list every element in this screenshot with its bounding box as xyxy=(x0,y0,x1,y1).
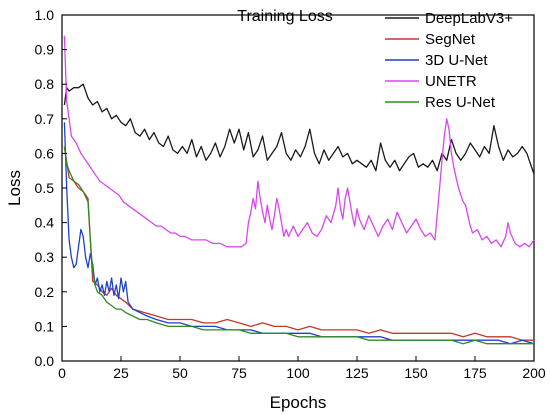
legend: DeepLabV3+ SegNet 3D U-Net UNETR Res U-Net xyxy=(385,10,513,111)
y-tick-label: 0.8 xyxy=(35,76,55,92)
legend-label-res-u-net: Res U-Net xyxy=(425,94,496,111)
x-tick-label: 125 xyxy=(345,365,369,381)
legend-label-unetr: UNETR xyxy=(425,73,477,90)
y-tick-label: 0.6 xyxy=(35,145,55,161)
x-tick-label: 50 xyxy=(172,365,188,381)
y-tick-label: 0.2 xyxy=(35,284,55,300)
chart-title: Training Loss xyxy=(237,8,332,25)
y-tick-label: 0.9 xyxy=(35,42,55,58)
y-tick-label: 0.7 xyxy=(35,111,55,127)
axes-layer: 0 25 50 75 100 125 150 175 200 0.0 0.1 0.2 0.3 0.4 0.5… xyxy=(35,7,546,381)
x-tick-label: 150 xyxy=(404,365,428,381)
series-line-unetr xyxy=(63,35,535,248)
x-axis-title: Epochs xyxy=(270,393,327,412)
series-line-segnet xyxy=(63,146,534,341)
x-tick-label: 200 xyxy=(522,365,546,381)
series-layer xyxy=(63,35,535,345)
y-tick-label: 0.1 xyxy=(35,318,55,334)
legend-label-deeplabv3: DeepLabV3+ xyxy=(425,10,513,27)
series-line-deeplabv3 xyxy=(63,83,535,175)
y-tick-label: 0.0 xyxy=(35,353,55,369)
x-tick-label: 175 xyxy=(463,365,487,381)
y-axis-title: Loss xyxy=(5,170,24,206)
x-tick-label: 25 xyxy=(113,365,129,381)
legend-label-3d-u-net: 3D U-Net xyxy=(425,52,488,69)
x-tick-label: 75 xyxy=(231,365,247,381)
x-tick-label: 0 xyxy=(58,365,66,381)
y-tick-label: 0.3 xyxy=(35,249,55,265)
legend-label-segnet: SegNet xyxy=(425,31,476,48)
y-tick-label: 0.5 xyxy=(35,180,55,196)
y-tick-label: 0.4 xyxy=(35,215,55,231)
x-tick-label: 100 xyxy=(286,365,310,381)
y-tick-label: 1.0 xyxy=(35,7,55,23)
series-line-res-u-net xyxy=(63,146,534,345)
